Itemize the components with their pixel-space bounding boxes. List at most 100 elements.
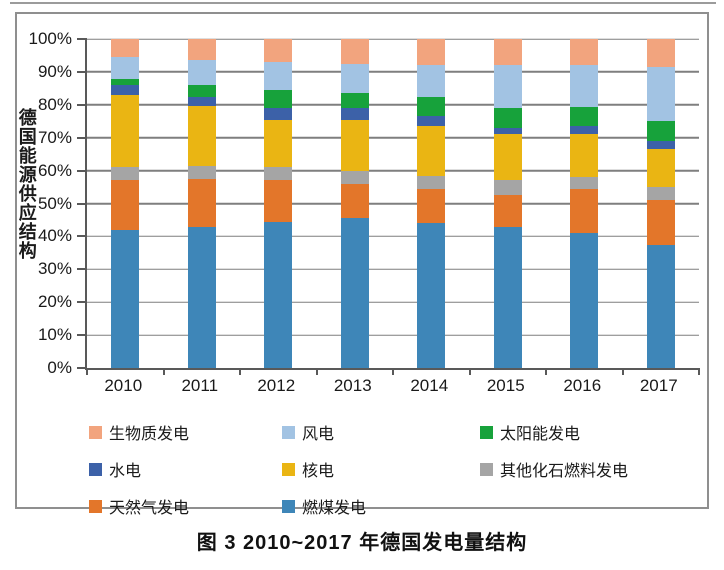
gridline-70 <box>87 136 699 139</box>
page-top-rule <box>10 2 716 4</box>
legend-swatch-natural-gas <box>89 499 102 513</box>
bar-segment-natural-gas-2015 <box>493 195 522 227</box>
bar-segment-nuclear-2017 <box>646 149 675 188</box>
x-axis-tick-0 <box>86 368 88 375</box>
bar-slot-2015 <box>470 39 547 368</box>
stacked-bar-2010 <box>111 39 140 368</box>
bar-segment-coal-2016 <box>570 233 599 368</box>
bar-slot-2017 <box>623 39 700 368</box>
bar-segment-biomass-2010 <box>111 39 140 58</box>
bar-segment-solar-2014 <box>417 96 446 117</box>
legend-label-other-fossil: 其他化石燃料发电 <box>500 463 629 480</box>
plot-area <box>77 38 700 375</box>
bar-segment-coal-2010 <box>111 229 140 368</box>
x-label-2015: 2015 <box>486 376 525 395</box>
bar-segment-natural-gas-2011 <box>187 178 216 227</box>
bar-segment-natural-gas-2010 <box>111 180 140 230</box>
legend-label-solar: 太阳能发电 <box>500 426 581 443</box>
bar-segment-hydro-2015 <box>493 127 522 135</box>
bar-segment-natural-gas-2012 <box>264 180 293 222</box>
legend-swatch-nuclear <box>282 462 295 476</box>
bar-segment-other-fossil-2011 <box>187 165 216 179</box>
bar-segment-hydro-2011 <box>187 96 216 107</box>
legend-swatch-coal <box>282 499 295 513</box>
bar-segment-nuclear-2015 <box>493 134 522 181</box>
y-tick-label-0: 0% <box>47 358 72 377</box>
bar-segment-hydro-2010 <box>111 85 140 95</box>
gridline-50 <box>87 202 699 205</box>
bar-segment-hydro-2013 <box>340 108 369 120</box>
bar-segment-coal-2012 <box>264 221 293 368</box>
y-tick-label-40: 40% <box>37 226 72 246</box>
x-label-2013: 2013 <box>333 376 372 395</box>
y-axis-tick-90 <box>77 70 87 73</box>
y-tick-label-90: 90% <box>37 61 72 81</box>
bar-segment-biomass-2017 <box>646 39 675 67</box>
bar-slot-2011 <box>164 39 241 368</box>
legend-item-natural-gas: 天然气发电 <box>89 494 282 518</box>
bar-slot-2016 <box>546 39 623 368</box>
legend-swatch-solar <box>480 425 493 439</box>
legend-item-solar: 太阳能发电 <box>480 420 695 444</box>
stacked-bar-2014 <box>417 39 446 368</box>
legend-label-coal: 燃煤发电 <box>302 500 367 517</box>
bar-segment-other-fossil-2017 <box>646 187 675 201</box>
bar-segment-biomass-2014 <box>417 39 446 66</box>
legend-swatch-hydro <box>89 462 102 476</box>
gridline-80 <box>87 104 699 106</box>
gridline-30 <box>87 268 699 271</box>
gridline-60 <box>87 169 699 172</box>
bars-layer <box>87 39 699 368</box>
figure-caption: 图 3 2010~2017 年德国发电量结构 <box>196 532 528 554</box>
legend-label-hydro: 水电 <box>109 463 142 480</box>
legend-swatch-wind <box>282 425 295 439</box>
y-axis-tick-50 <box>77 202 87 205</box>
bar-segment-solar-2011 <box>187 85 216 97</box>
stacked-bar-2012 <box>264 39 293 368</box>
x-axis-tick-1 <box>162 368 165 375</box>
gridline-100 <box>87 38 699 40</box>
stacked-bar-2015 <box>493 39 522 368</box>
y-axis-tick-30 <box>77 268 87 271</box>
legend-item-nuclear: 核电 <box>282 457 480 481</box>
bar-slot-2014 <box>393 39 470 368</box>
y-axis-tick-60 <box>77 169 87 172</box>
legend: 生物质发电 风电 太阳能发电水电 核电 其他化石燃料发电天然气发电 燃煤发电 <box>89 420 695 518</box>
legend-swatch-biomass <box>89 425 102 439</box>
bar-segment-natural-gas-2014 <box>417 188 446 224</box>
bar-segment-hydro-2017 <box>646 141 675 150</box>
bar-segment-other-fossil-2010 <box>111 167 140 181</box>
gridline-90 <box>87 71 699 73</box>
y-axis-tick-labels: 0% 10% 20% 30% 40% 50% 60% 70% 80% 90% 100% <box>0 29 77 377</box>
bar-segment-solar-2017 <box>646 121 675 142</box>
y-tick-label-20: 20% <box>37 292 72 312</box>
x-label-2017: 2017 <box>639 376 678 395</box>
bar-slot-2013 <box>317 39 394 368</box>
y-axis-tick-0 <box>77 367 87 369</box>
bar-segment-biomass-2013 <box>340 39 369 64</box>
bar-segment-coal-2014 <box>417 223 446 368</box>
y-axis-tick-80 <box>77 103 87 106</box>
bar-segment-coal-2015 <box>493 226 522 368</box>
bar-segment-other-fossil-2013 <box>340 170 369 184</box>
bar-segment-natural-gas-2013 <box>340 183 369 219</box>
bar-segment-wind-2010 <box>111 57 140 79</box>
bar-segment-wind-2011 <box>187 60 216 86</box>
gridline-10 <box>87 334 699 336</box>
y-tick-label-50: 50% <box>37 193 72 213</box>
bar-segment-biomass-2012 <box>264 39 293 63</box>
x-label-2010: 2010 <box>104 376 143 395</box>
legend-item-biomass: 生物质发电 <box>89 420 282 444</box>
y-axis-tick-10 <box>77 334 87 337</box>
x-axis-tick-4 <box>392 368 394 375</box>
y-tick-label-30: 30% <box>37 259 72 279</box>
legend-item-wind: 风电 <box>282 420 480 444</box>
bar-segment-biomass-2011 <box>187 39 216 61</box>
bar-segment-wind-2013 <box>340 63 369 94</box>
bar-segment-coal-2013 <box>340 218 369 368</box>
bar-segment-hydro-2014 <box>417 116 446 127</box>
x-axis-tick-8 <box>698 368 700 375</box>
bar-segment-solar-2010 <box>111 78 140 86</box>
y-tick-label-100: 100% <box>28 29 72 48</box>
legend-item-other-fossil: 其他化石燃料发电 <box>480 457 695 481</box>
